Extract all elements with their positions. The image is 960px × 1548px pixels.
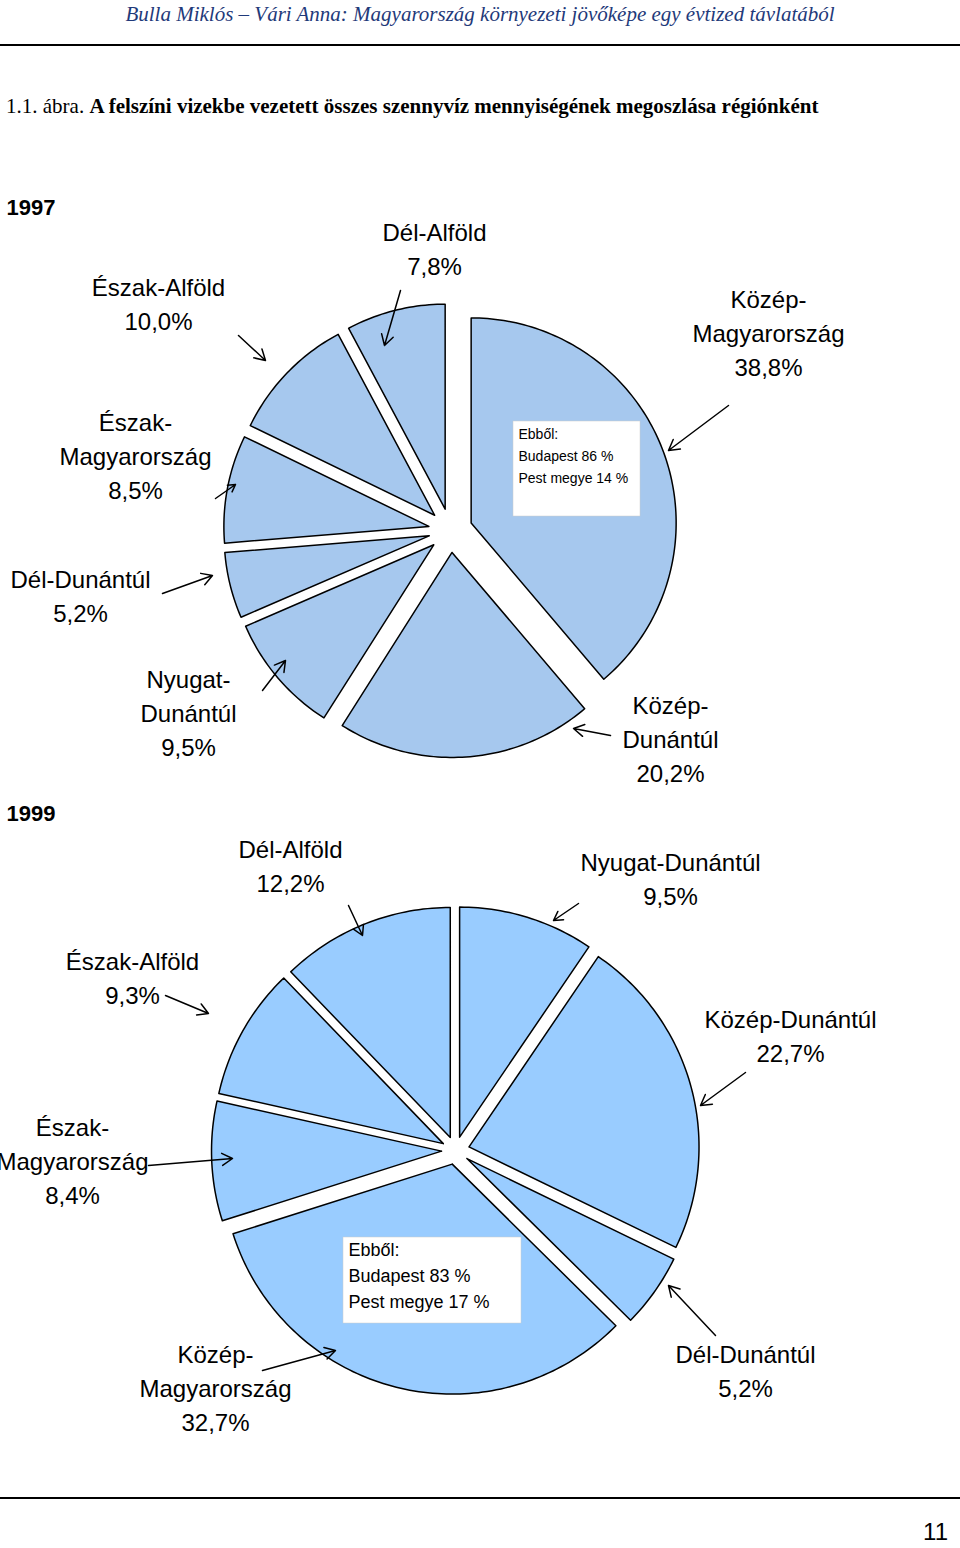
svg-text:Dél-Alföld: Dél-Alföld: [382, 219, 486, 246]
svg-text:7,8%: 7,8%: [407, 253, 462, 280]
svg-text:Észak-: Észak-: [99, 409, 172, 436]
svg-text:1999: 1999: [7, 801, 56, 826]
svg-text:Dunántúl: Dunántúl: [622, 726, 718, 753]
svg-text:Közép-Dunántúl: Közép-Dunántúl: [704, 1006, 876, 1033]
svg-text:12,2%: 12,2%: [256, 870, 324, 897]
svg-text:Nyugat-Dunántúl: Nyugat-Dunántúl: [580, 849, 760, 876]
svg-text:5,2%: 5,2%: [53, 600, 108, 627]
svg-text:Nyugat-: Nyugat-: [146, 666, 230, 693]
svg-text:8,4%: 8,4%: [45, 1182, 100, 1209]
svg-text:Magyarország: Magyarország: [0, 1148, 149, 1175]
svg-text:1997: 1997: [7, 195, 56, 220]
svg-text:Észak-Alföld: Észak-Alföld: [66, 948, 199, 975]
svg-text:9,3%: 9,3%: [105, 982, 160, 1009]
svg-text:Közép-: Közép-: [730, 286, 806, 313]
svg-text:Dél-Alföld: Dél-Alföld: [238, 836, 342, 863]
svg-text:Magyarország: Magyarország: [139, 1375, 291, 1402]
html-text:Bulla Miklós – Vári Anna: Magy: Bulla Miklós – Vári Anna: Magyarország k…: [125, 2, 835, 26]
svg-text:Észak-Alföld: Észak-Alföld: [92, 274, 225, 301]
svg-text:Közép-: Közép-: [632, 692, 708, 719]
svg-text:9,5%: 9,5%: [161, 734, 216, 761]
svg-text:20,2%: 20,2%: [636, 760, 704, 787]
svg-text:Magyarország: Magyarország: [59, 443, 211, 470]
svg-text:Pest megye 17 %: Pest megye 17 %: [349, 1292, 490, 1312]
svg-text:Budapest 86 %: Budapest 86 %: [519, 448, 614, 464]
svg-text:9,5%: 9,5%: [643, 883, 698, 910]
svg-text:Dél-Dunántúl: Dél-Dunántúl: [10, 566, 150, 593]
svg-text:22,7%: 22,7%: [756, 1040, 824, 1067]
svg-text:Dél-Dunántúl: Dél-Dunántúl: [675, 1341, 815, 1368]
svg-text:38,8%: 38,8%: [734, 354, 802, 381]
svg-text:Pest megye 14 %: Pest megye 14 %: [519, 470, 629, 486]
svg-text:Dunántúl: Dunántúl: [140, 700, 236, 727]
svg-text:32,7%: 32,7%: [181, 1409, 249, 1436]
svg-text:Észak-: Észak-: [36, 1114, 109, 1141]
svg-text:Budapest 83 %: Budapest 83 %: [349, 1266, 471, 1286]
svg-text:Közép-: Közép-: [177, 1341, 253, 1368]
svg-text:Magyarország: Magyarország: [692, 320, 844, 347]
html-text:1.1. ábra. A felszíni vizekbe: 1.1. ábra. A felszíni vizekbe vezetett ö…: [6, 94, 819, 118]
svg-text:Ebből:: Ebből:: [349, 1240, 400, 1260]
html-text:11: 11: [923, 1518, 948, 1545]
svg-text:10,0%: 10,0%: [124, 308, 192, 335]
svg-text:Ebből:: Ebből:: [519, 426, 559, 442]
svg-text:8,5%: 8,5%: [108, 477, 163, 504]
svg-text:5,2%: 5,2%: [718, 1375, 773, 1402]
